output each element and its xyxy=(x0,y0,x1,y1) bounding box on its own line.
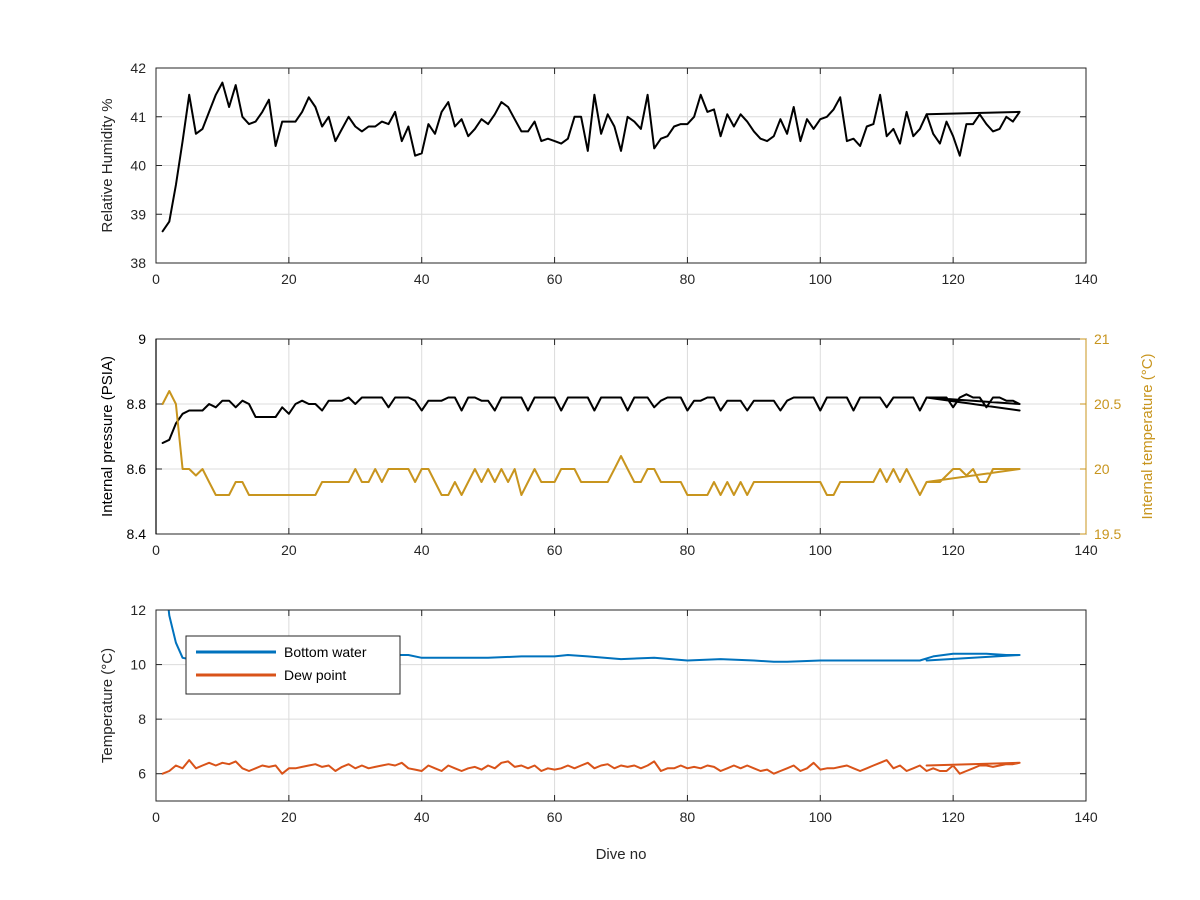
series-line-2-1 xyxy=(161,393,1021,444)
x-tick-label: 100 xyxy=(809,542,833,558)
y-axis-label: Relative Humidity % xyxy=(99,98,116,232)
x-tick-label: 120 xyxy=(941,809,965,825)
y-tick-label: 41 xyxy=(130,109,146,125)
subplot-1: 0 20 40 60 80 100 120 140 38 39 40 41 42 Relative Hum… xyxy=(99,60,1098,287)
x-tick-label: 20 xyxy=(281,542,297,558)
y-tick-label: 9 xyxy=(138,331,146,347)
legend: Bottom water Dew point xyxy=(185,635,401,695)
x-tick-label: 60 xyxy=(547,542,563,558)
series-line-1-1 xyxy=(161,81,1021,233)
y-tick-label: 40 xyxy=(130,158,146,174)
x-tick-label: 20 xyxy=(281,271,297,287)
subplot-3: 0 20 40 60 80 100 120 140 6 8 10 12 Temperature (°C)… xyxy=(99,602,1098,863)
y-tick-label: 42 xyxy=(130,60,146,76)
subplot-2: 0 20 40 60 80 100 120 140 8.4 8.6 8.8 9 19.5 20 20.5 21… xyxy=(99,331,1156,558)
y2-axis-label: Internal temperature (°C) xyxy=(1139,353,1156,519)
y2-tick-label: 20 xyxy=(1094,461,1110,477)
legend-entry: Dew point xyxy=(284,667,346,683)
grid xyxy=(156,68,1086,263)
y-tick-label: 6 xyxy=(138,766,146,782)
x-tick-label: 0 xyxy=(152,542,160,558)
series-line-dew-point xyxy=(161,759,1021,775)
x-tick-label: 120 xyxy=(941,271,965,287)
x-tick-label: 80 xyxy=(680,542,696,558)
series-group xyxy=(161,81,1021,233)
series-group xyxy=(161,390,1021,496)
x-tick-label: 60 xyxy=(547,271,563,287)
x-tick-label: 140 xyxy=(1074,271,1098,287)
x-tick-label: 100 xyxy=(809,809,833,825)
y-tick-label: 38 xyxy=(130,255,146,271)
x-tick-label: 40 xyxy=(414,542,430,558)
y2-tick-label: 20.5 xyxy=(1094,396,1121,412)
y-axis-label: Temperature (°C) xyxy=(99,648,116,763)
y-tick-label: 8.4 xyxy=(127,526,147,542)
x-tick-label: 0 xyxy=(152,809,160,825)
x-tick-label: 140 xyxy=(1074,809,1098,825)
y-tick-label: 12 xyxy=(130,602,146,618)
y-tick-label: 10 xyxy=(130,657,146,673)
x-tick-label: 40 xyxy=(414,271,430,287)
x-tick-label: 20 xyxy=(281,809,297,825)
x-tick-label: 120 xyxy=(941,542,965,558)
y2-tick-label: 19.5 xyxy=(1094,526,1121,542)
x-tick-label: 80 xyxy=(680,271,696,287)
y-tick-label: 8.6 xyxy=(127,461,147,477)
legend-box xyxy=(185,635,401,695)
x-tick-label: 60 xyxy=(547,809,563,825)
y2-tick-label: 21 xyxy=(1094,331,1110,347)
grid xyxy=(156,610,1086,801)
x-tick-label: 80 xyxy=(680,809,696,825)
axes-box xyxy=(155,609,1087,802)
y-tick-label: 8 xyxy=(138,711,146,727)
series-line-2-2 xyxy=(161,390,1021,496)
x-tick-label: 40 xyxy=(414,809,430,825)
x-tick-label: 0 xyxy=(152,271,160,287)
y-tick-label: 39 xyxy=(130,206,146,222)
x-tick-label: 140 xyxy=(1074,542,1098,558)
x-axis-label: Dive no xyxy=(596,846,647,863)
y-axis-label: Internal pressure (PSIA) xyxy=(99,356,116,517)
legend-entry: Bottom water xyxy=(284,644,367,660)
x-tick-label: 100 xyxy=(809,271,833,287)
y-tick-label: 8.8 xyxy=(127,396,147,412)
